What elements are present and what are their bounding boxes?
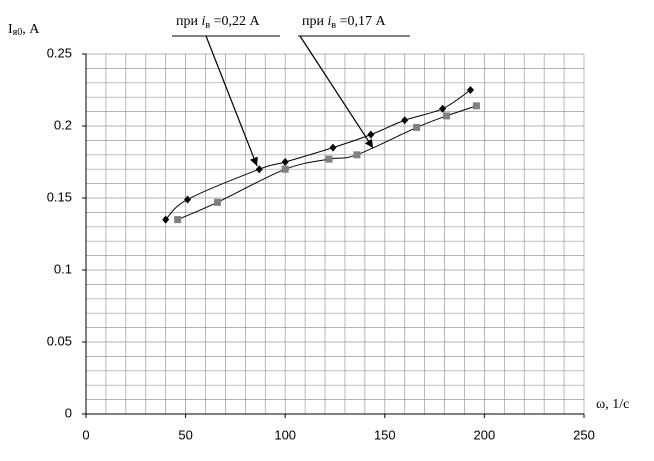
y-axis-label: Iя0, А (8, 22, 40, 38)
point (472, 102, 480, 110)
x-tick-label: 250 (573, 427, 595, 442)
annotation: при iв =0,22 А (176, 14, 261, 31)
point (281, 165, 289, 173)
point (329, 143, 337, 152)
point (367, 130, 375, 139)
y-tick-label: 0.05 (47, 333, 72, 348)
annotation-arrow (205, 35, 258, 167)
point (162, 215, 170, 224)
point (213, 198, 221, 206)
point (325, 155, 333, 163)
ticks: 0 0.05 0.1 0.15 0.2 0.25 0 50 100 150 200 250 (47, 45, 595, 442)
x-axis-label: ω, 1/с (596, 397, 629, 412)
x-tick-label: 150 (374, 427, 396, 442)
point (439, 104, 447, 113)
y-tick-label: 0 (65, 405, 72, 420)
y-tick-label: 0.15 (47, 189, 72, 204)
x-tick-label: 200 (474, 427, 496, 442)
x-tick-label: 100 (274, 427, 296, 442)
y-tick-label: 0.1 (54, 261, 72, 276)
series (162, 86, 480, 224)
point (401, 116, 409, 125)
point (184, 195, 192, 204)
point (174, 216, 182, 224)
point (413, 123, 421, 131)
annotation: при iв =0,17 А (302, 14, 387, 31)
point (255, 165, 263, 174)
x-tick-label: 50 (178, 427, 192, 442)
point (353, 151, 361, 159)
y-tick-label: 0.2 (54, 117, 72, 132)
point (443, 112, 451, 120)
series-line (177, 105, 477, 221)
point (281, 158, 289, 166)
y-tick-label: 0.25 (47, 45, 72, 60)
point (466, 86, 474, 94)
grid (85, 53, 585, 415)
x-tick-label: 0 (82, 427, 89, 442)
annotation-arrow (299, 35, 374, 149)
